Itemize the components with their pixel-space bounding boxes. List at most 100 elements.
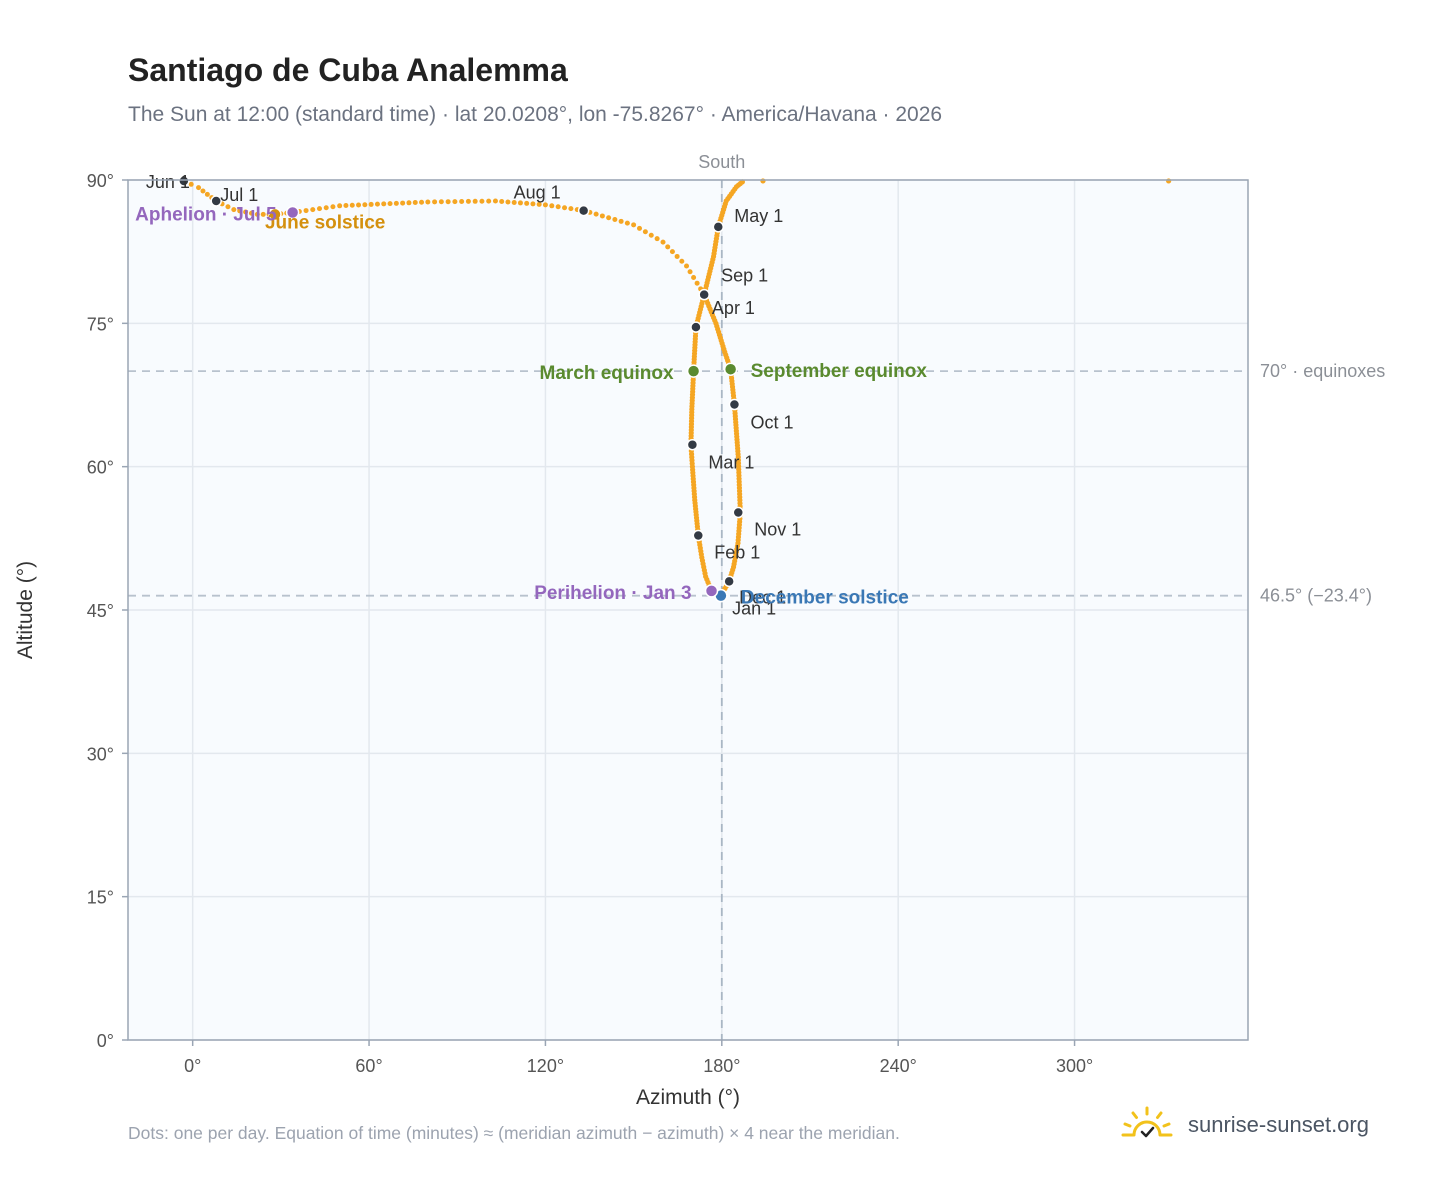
sun-logo-icon	[1121, 1106, 1173, 1138]
month-label: Sep 1	[721, 266, 768, 286]
chart-title: Santiago de Cuba Analemma	[128, 52, 568, 88]
analemma-dot	[438, 199, 444, 205]
analemma-dot	[406, 200, 412, 206]
analemma-dot	[465, 198, 471, 204]
analemma-dot	[343, 203, 349, 209]
analemma-dot	[393, 200, 399, 206]
analemma-dot	[654, 236, 660, 242]
brand[interactable]: sunrise-sunset.org	[1120, 1100, 1369, 1150]
analemma-dot	[337, 203, 343, 209]
analemma-dot	[636, 225, 642, 231]
month-marker	[210, 195, 222, 207]
event-label: September equinox	[751, 361, 928, 382]
analemma-dot	[419, 199, 425, 205]
analemma-dot	[316, 206, 322, 212]
analemma-dot	[412, 200, 418, 206]
analemma-dot	[243, 209, 249, 215]
analemma-dot	[562, 205, 568, 211]
month-marker	[723, 575, 735, 588]
analemma-dot	[260, 211, 266, 217]
analemma-dot	[694, 280, 700, 286]
analemma-dot	[505, 199, 511, 205]
month-label: Nov 1	[754, 520, 801, 540]
event-label: March equinox	[540, 363, 675, 384]
analemma-dot	[524, 200, 530, 206]
analemma-dot	[542, 202, 548, 208]
month-marker	[577, 204, 590, 217]
analemma-dot	[248, 210, 254, 216]
y-tick-label: 45°	[87, 601, 114, 621]
markers	[178, 175, 745, 603]
y-tick-label: 90°	[87, 171, 114, 191]
brand-name: sunrise-sunset.org	[1188, 1112, 1369, 1137]
x-tick-label: 60°	[355, 1056, 382, 1076]
event-marker	[268, 207, 282, 222]
analemma-dot	[517, 200, 523, 206]
analemma-dot	[254, 211, 260, 217]
y-axis-label: Altitude (°)	[14, 561, 37, 659]
analemma-dot	[374, 201, 380, 207]
x-axis-label: Azimuth (°)	[636, 1086, 740, 1109]
analemma-dot	[555, 204, 561, 210]
month-label: Aug 1	[514, 183, 561, 203]
analemma-dot	[499, 199, 505, 204]
analemma-dot	[425, 199, 431, 205]
analemma-dot	[330, 204, 336, 210]
analemma-dot	[303, 208, 309, 214]
labels: Jan 1 Feb 1 Mar 1 Apr 1 May 1 Jun 1 Jul 1 Aug 1…	[135, 172, 927, 619]
analemma-dot	[648, 232, 654, 238]
y-tick-label: 0°	[97, 1031, 114, 1051]
reference-line-label: 70° · equinoxes	[1260, 361, 1385, 381]
x-tick-label: 300°	[1056, 1056, 1093, 1076]
analemma-dot	[432, 199, 438, 205]
event-marker	[723, 362, 738, 376]
analemma-dot	[606, 215, 612, 221]
meridian-label: South	[698, 152, 745, 172]
analemma-dot	[511, 199, 517, 205]
analemma-dot	[684, 263, 690, 269]
analemma-dot	[530, 201, 536, 207]
axis-ticks: 0° 60° 120° 180° 240° 300° 0° 15° 30° 45° 60° 75° 90…	[87, 171, 1093, 1076]
month-marker	[178, 175, 190, 187]
analemma-dot	[452, 199, 458, 205]
analemma-dot	[323, 205, 329, 211]
analemma-dot	[204, 191, 210, 197]
month-label: Mar 1	[708, 453, 754, 473]
x-tick-label: 180°	[703, 1056, 740, 1076]
analemma-dot	[237, 208, 243, 214]
month-label: Oct 1	[750, 413, 793, 433]
analemma-dot	[568, 206, 574, 212]
analemma-dot	[642, 229, 648, 235]
month-label: Jul 1	[220, 185, 258, 205]
analemma-dot	[188, 181, 194, 187]
month-marker	[728, 398, 741, 411]
analemma-dot	[459, 199, 465, 204]
analemma-dot	[349, 202, 355, 208]
reference-line-label: 46.5° (−23.4°)	[1260, 586, 1372, 606]
analemma-dot	[599, 213, 605, 219]
analemma-dot	[660, 239, 666, 245]
x-tick-label: 240°	[880, 1056, 917, 1076]
analemma-dot	[593, 211, 599, 217]
event-label: June solstice	[265, 212, 385, 233]
month-marker	[698, 288, 710, 301]
y-tick-label: 60°	[87, 458, 114, 478]
analemma-dot	[400, 200, 406, 206]
analemma-dot	[225, 204, 231, 210]
analemma-dot	[1166, 178, 1172, 184]
month-marker	[690, 321, 702, 333]
analemma-dot	[665, 244, 671, 250]
month-label: Jan 1	[732, 599, 776, 619]
event-marker	[285, 205, 300, 220]
analemma-dot	[691, 274, 697, 280]
analemma-dot	[618, 218, 624, 224]
analemma-dot	[196, 185, 202, 191]
analemma-dot	[536, 201, 542, 207]
analemma-dot	[760, 178, 766, 184]
analemma-dot	[445, 199, 451, 205]
month-label: Jun 1	[146, 172, 190, 192]
x-tick-label: 0°	[184, 1056, 201, 1076]
event-label: Aphelion · Jul 5	[135, 204, 277, 225]
event-label: Perihelion · Jan 3	[534, 583, 691, 604]
month-label: Dec 1	[739, 587, 786, 607]
